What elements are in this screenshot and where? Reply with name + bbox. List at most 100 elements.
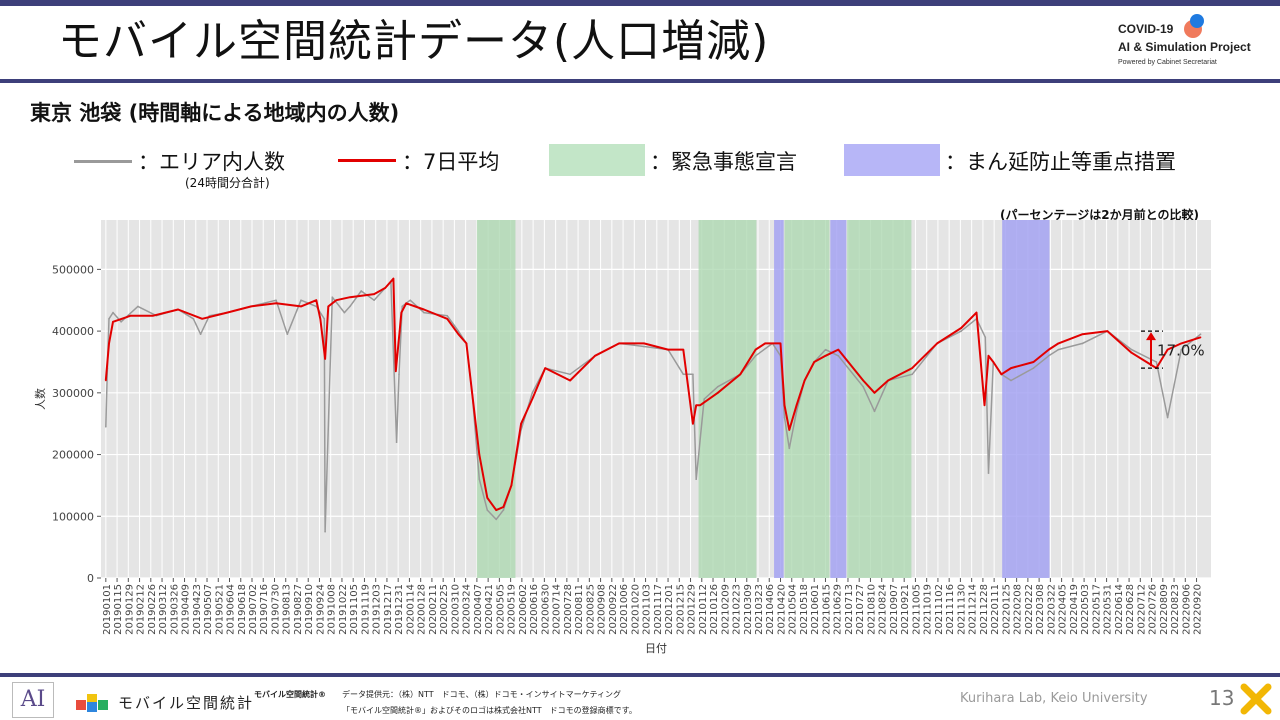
x-tick-label: 20211130 [956,584,967,635]
x-tick-label: 20190716 [259,584,270,635]
x-tick-label: 20211228 [979,584,990,635]
raw-count-point [199,333,202,335]
raw-count-point [300,299,302,302]
seven-day-average-point [795,404,798,406]
legend-red-label: ：7日平均 [402,150,500,174]
bottom-bar [0,673,1280,677]
x-tick-label: 20201229 [687,584,698,635]
x-tick-label: 20211102 [934,584,945,635]
x-tick-label: 20190618 [237,584,248,635]
seven-day-average-point [400,311,403,314]
x-tick-label: 20191022 [338,584,349,635]
seven-day-average-point [478,453,481,456]
seven-day-average-point [862,379,865,382]
footer-trademark: 「モバイル空間統計®」およびそのロゴは株式会社NTT ドコモの登録商標です。 [342,706,637,715]
x-tick-label: 20200630 [540,584,551,635]
x-tick-label: 20190129 [124,584,135,635]
x-tick-label: 20200908 [597,584,608,635]
raw-count-point [960,330,963,332]
lab-credit: Kurihara Lab, Keio University [960,691,1148,706]
x-tick-label: 20210629 [833,584,844,635]
x-tick-label: 20210420 [776,584,787,635]
seven-day-average-point [105,379,107,382]
x-tick-label: 20220517 [1091,584,1102,635]
seven-day-average-point [618,342,620,345]
seven-day-average-point [327,305,330,308]
raw-count-point [703,398,705,400]
x-tick-label: 20220628 [1125,584,1136,635]
seven-day-average-point [788,429,791,431]
x-tick-label: 20200616 [529,584,540,635]
x-tick-label: 20220208 [1013,584,1024,635]
x-tick-label: 20220308 [1035,584,1046,635]
seven-day-average-point [717,392,719,394]
x-tick-label: 20200811 [574,584,585,635]
priority-period-band [1002,220,1050,578]
x-tick-label: 20201201 [664,584,675,635]
raw-count-point [1180,348,1183,351]
raw-count-point [286,333,289,335]
x-tick-label: 20200728 [563,584,574,635]
raw-count-point [783,416,786,419]
x-tick-label: 20190521 [214,584,225,635]
seven-day-average-point [754,348,757,351]
chart-subtitle: 東京 池袋 (時間軸による地域内の人数) [30,101,400,125]
raw-count-point [682,373,685,376]
x-tick-label: 20190212 [136,584,147,635]
x-tick-label: 20220503 [1080,584,1091,635]
x-tick-label: 20190326 [169,584,180,635]
seven-day-average-point [446,317,448,320]
seven-day-average-point [813,361,816,363]
x-tick-label: 20220111 [990,584,1001,635]
project-logo: COVID-19 AI & Simulation Project Powered… [1118,14,1268,72]
seven-day-average-point [783,404,786,406]
raw-count-point [1081,342,1084,345]
raw-count-point [486,509,489,511]
raw-count-point [569,373,571,376]
logo-line2: AI & Simulation Project [1118,40,1251,54]
raw-count-point [423,311,425,314]
footer-provider: データ提供元：（株）NTT ドコモ、（株）ドコモ・インサイトマーケティング [342,690,621,699]
seven-day-average-point [465,342,468,345]
x-tick-label: 20190827 [293,584,304,635]
seven-day-average-point [594,354,596,357]
raw-count-point [1032,367,1035,369]
y-tick-label: 100000 [52,510,94,523]
seven-day-average-point [112,321,114,323]
seven-day-average-point [335,299,338,302]
y-tick-label: 200000 [52,449,94,462]
x-tick-label: 20200421 [484,584,495,635]
seven-day-average-point [108,342,110,345]
seven-day-average-point [1000,373,1003,376]
x-tick-label: 20200324 [462,584,473,635]
x-tick-label: 20201020 [630,584,641,635]
x-tick-label: 20210518 [799,584,810,635]
raw-count-point [717,385,719,388]
x-tick-label: 20200825 [585,584,596,635]
x-tick-label: 20201117 [653,584,664,635]
x-tick-label: 20191231 [394,584,405,635]
raw-count-point [1010,379,1012,382]
seven-day-average-point [992,361,995,363]
raw-count-point [531,392,534,394]
raw-count-point [911,373,914,376]
x-tick-label: 20191217 [383,584,394,635]
x-tick-label: 20201006 [619,584,630,635]
seven-day-average-point [275,302,277,305]
seven-day-average-point [349,296,351,298]
x-tick-label: 20210727 [855,584,866,635]
raw-count-point [1166,416,1169,419]
raw-count-point [478,478,481,481]
change-percentage-label: 17.0% [1157,342,1205,360]
raw-count-point [349,305,351,308]
x-tick-label: 20210223 [732,584,743,635]
seven-day-average-point [1032,361,1035,363]
raw-count-point [275,299,277,302]
x-tick-label: 20220531 [1103,584,1114,635]
x-tick-label: 20220614 [1114,584,1125,635]
seven-day-average-point [471,392,473,394]
x-tick-label: 20190115 [113,584,124,635]
x-tick-label: 20211019 [923,584,934,635]
seven-day-average-point [486,496,489,499]
x-tick-label: 20210824 [878,584,889,635]
